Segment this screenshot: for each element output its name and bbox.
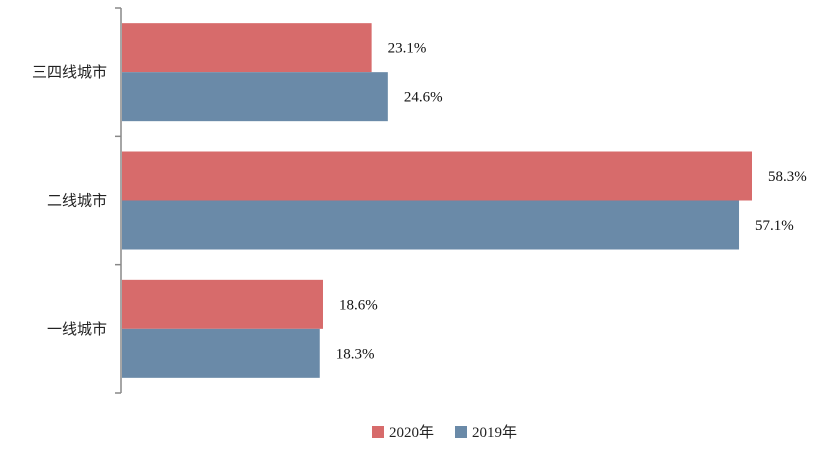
axis <box>115 7 122 394</box>
legend-label-2020: 2020年 <box>389 424 434 441</box>
category-labels: 一线城市 二线城市 三四线城市 <box>32 63 107 338</box>
data-label: 18.6% <box>339 297 378 313</box>
data-label: 24.6% <box>404 90 443 106</box>
data-label: 23.1% <box>388 41 427 57</box>
bar-2019-1 <box>122 200 740 250</box>
bar-2020-2 <box>122 23 372 73</box>
legend-swatch-2019 <box>455 426 467 438</box>
value-labels: 18.6% 18.3% 58.3% 57.1% 23.1% 24.6% <box>336 41 807 363</box>
bar-2019-0 <box>122 328 320 378</box>
category-label: 三四线城市 <box>32 63 107 81</box>
bar-2020-0 <box>122 279 323 329</box>
bar-2019-2 <box>122 72 388 122</box>
category-label: 一线城市 <box>47 320 107 338</box>
data-label: 58.3% <box>768 169 807 185</box>
data-label: 57.1% <box>755 218 794 234</box>
legend-swatch-2020 <box>372 426 384 438</box>
data-label: 18.3% <box>336 346 375 362</box>
category-label: 二线城市 <box>47 192 107 210</box>
bar-2020-1 <box>122 151 752 201</box>
bars <box>122 23 752 378</box>
legend-label-2019: 2019年 <box>472 424 517 441</box>
legend: 2020年 2019年 <box>372 424 517 441</box>
